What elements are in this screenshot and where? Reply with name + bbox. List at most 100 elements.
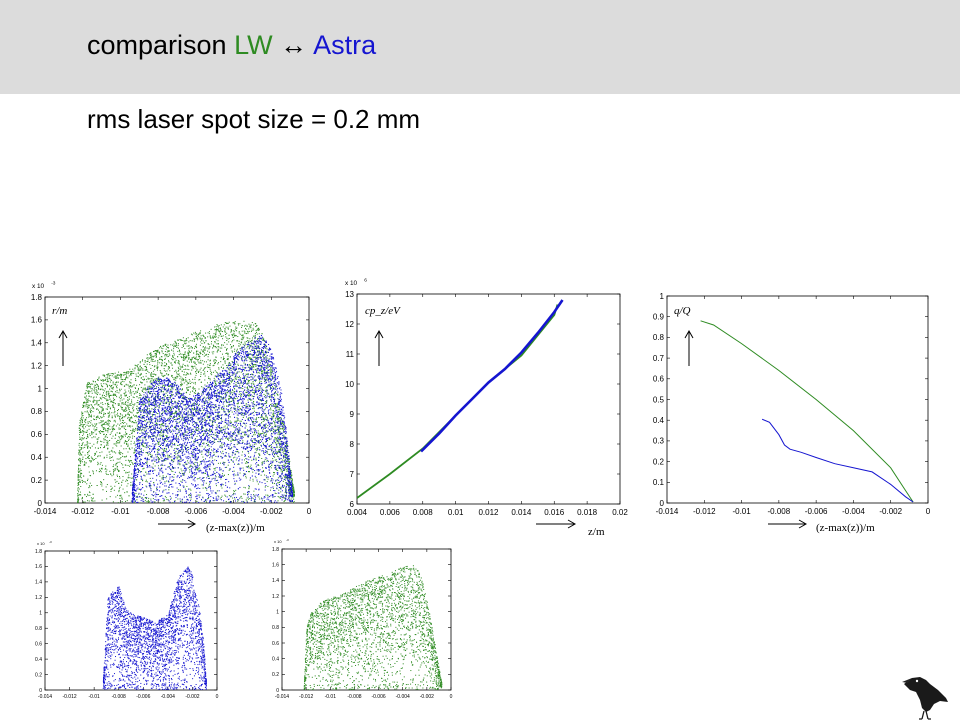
data-point (163, 451, 165, 453)
data-point (195, 430, 197, 432)
data-point (218, 393, 220, 395)
data-point (86, 385, 88, 387)
data-point (193, 388, 195, 390)
data-point (183, 464, 185, 466)
data-point (104, 379, 106, 381)
data-point (216, 324, 218, 326)
data-point (141, 502, 143, 503)
data-point (97, 385, 99, 387)
data-point (218, 367, 220, 369)
data-point (234, 348, 236, 350)
data-point (242, 500, 244, 502)
data-point (150, 453, 152, 455)
data-point (251, 361, 253, 363)
data-point (168, 360, 170, 362)
data-point (116, 494, 118, 496)
data-point (254, 348, 256, 350)
data-point (98, 399, 100, 401)
data-point (107, 428, 109, 430)
data-point (192, 405, 194, 407)
data-point (120, 394, 122, 396)
data-point (204, 446, 206, 448)
data-point (106, 443, 108, 445)
data-point (130, 392, 132, 394)
data-point (105, 472, 107, 474)
data-point (89, 435, 91, 437)
data-point (225, 455, 227, 457)
data-point (279, 438, 281, 440)
data-point (269, 385, 271, 387)
data-point (182, 345, 184, 347)
data-point (261, 371, 263, 373)
data-point (193, 447, 195, 449)
data-point (149, 485, 151, 487)
data-point (120, 377, 122, 379)
data-point (186, 345, 188, 347)
data-point (252, 381, 254, 383)
data-point (180, 385, 182, 387)
data-point (258, 447, 260, 449)
data-point (94, 436, 96, 438)
data-point (148, 378, 150, 380)
data-point (268, 364, 270, 366)
data-point (197, 410, 199, 412)
data-point (145, 438, 147, 440)
data-point (244, 423, 246, 425)
data-point (214, 467, 216, 469)
data-point (264, 354, 266, 356)
data-point (162, 437, 164, 439)
data-point (233, 373, 235, 375)
data-point (213, 404, 215, 406)
data-point (278, 446, 280, 448)
data-point (233, 367, 235, 369)
data-point (93, 400, 95, 402)
data-point (271, 394, 273, 396)
data-point (281, 422, 283, 424)
data-point (154, 393, 156, 395)
data-point (184, 356, 186, 358)
data-point (171, 344, 173, 346)
data-point (166, 430, 168, 432)
data-point (100, 430, 102, 432)
data-point (119, 383, 121, 385)
data-point (249, 387, 251, 389)
data-point (286, 492, 288, 494)
data-point (107, 374, 109, 376)
data-point (129, 417, 131, 419)
data-point (96, 401, 98, 403)
data-point (117, 415, 119, 417)
data-point (220, 335, 222, 337)
data-point (239, 348, 241, 350)
data-point (78, 442, 80, 444)
data-point (248, 326, 250, 328)
data-point (278, 431, 280, 433)
data-point (157, 457, 159, 459)
data-point (208, 475, 210, 477)
data-point (175, 401, 177, 403)
data-point (219, 332, 221, 334)
data-point (198, 353, 200, 355)
data-point (254, 429, 256, 431)
data-point (131, 462, 133, 464)
data-point (127, 472, 129, 474)
data-point (231, 446, 233, 448)
data-point (173, 345, 175, 347)
data-point (139, 429, 141, 431)
data-point (125, 464, 127, 466)
data-point (181, 402, 183, 404)
data-point (209, 418, 211, 420)
data-point (142, 468, 144, 470)
data-point (277, 394, 279, 396)
data-point (185, 340, 187, 342)
data-point (78, 430, 80, 432)
data-point (236, 429, 238, 431)
data-point (235, 474, 237, 476)
data-point (96, 408, 98, 410)
data-point (198, 408, 200, 410)
data-point (215, 371, 217, 373)
data-point (183, 425, 185, 427)
data-point (150, 374, 152, 376)
data-point (139, 448, 141, 450)
data-point (239, 377, 241, 379)
data-point (255, 348, 257, 350)
